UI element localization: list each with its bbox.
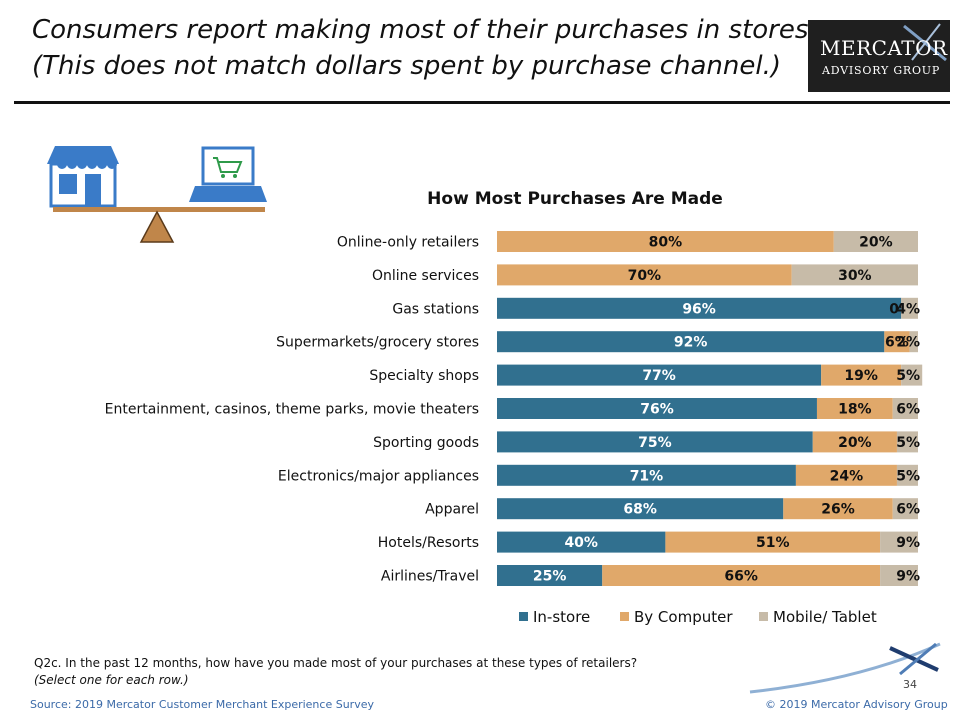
category-label: Gas stations [392,301,479,317]
page-number: 34 [903,678,917,691]
mercator-logo: MERCATOR ADVISORY GROUP [808,20,950,92]
category-label: Supermarkets/grocery stores [276,335,479,351]
bar-segment [497,364,822,386]
chart-title: How Most Purchases Are Made [427,189,723,209]
logo-x-mark-icon [903,23,947,62]
legend-swatch [620,612,629,621]
data-label: 71% [630,468,664,484]
data-label: 5% [896,468,920,484]
bar-segment [602,565,881,586]
bar-segment [880,531,918,553]
data-label: 70% [628,268,662,284]
copyright-note: © 2019 Mercator Advisory Group [765,698,948,711]
bar-segment [833,231,918,252]
data-label: 5% [896,368,920,384]
data-label: 30% [838,268,872,284]
data-label: 20% [859,235,893,251]
bar-segment [665,531,881,553]
category-label: Hotels/Resorts [378,535,479,551]
data-label: 5% [896,435,920,451]
bar-segment [892,398,918,419]
logo-wordmark: MERCATOR [820,36,948,60]
data-label: 80% [649,235,683,251]
category-label: Specialty shops [369,368,479,384]
legend-label: By Computer [634,608,733,626]
logo-subtitle: ADVISORY GROUP [822,64,941,77]
data-label: 24% [830,468,864,484]
data-label: 20% [838,435,872,451]
legend-swatch [759,612,768,621]
title-divider [14,101,950,104]
legend-swatch [519,612,528,621]
bar-segment [896,431,918,453]
title-line-1: Consumers report making most of their pu… [32,15,817,45]
bar-segment [909,331,918,353]
data-label: 75% [638,435,672,451]
data-label: 66% [724,569,758,585]
category-label: Sporting goods [373,435,479,451]
bar-segment [497,398,817,419]
data-label: 6% [885,335,909,351]
footnote-instruction: (Select one for each row.) [34,673,189,687]
category-label: Apparel [425,502,479,518]
purchase-channel-illustration [47,146,267,243]
source-note: Source: 2019 Mercator Customer Merchant … [30,698,374,711]
survey-question-footnote: Q2c. In the past 12 months, how have you… [34,655,637,689]
data-label: 92% [674,335,708,351]
bar-segment [791,264,918,286]
legend-label: Mobile/ Tablet [773,608,877,626]
bar-segment [812,431,897,453]
data-label: 9% [896,569,920,585]
data-label: 2% [896,335,920,351]
bar-segment [892,498,918,520]
data-label: 77% [642,368,676,384]
mercator-swoosh-icon [749,642,941,694]
slide-title: Consumers report making most of their pu… [32,12,817,84]
bar-segment [901,364,923,386]
data-label: 76% [640,402,674,418]
bar-segment [497,331,885,353]
bar-segment [497,531,666,553]
legend-label: In-store [533,608,590,626]
bar-segment [896,464,918,486]
bar-segment [497,498,784,520]
footnote-question: Q2c. In the past 12 months, how have you… [34,656,638,670]
data-label: 25% [533,569,567,585]
bar-segment [783,498,893,520]
category-label: Online services [372,268,479,284]
bar-segment [497,264,792,286]
data-label: 40% [564,535,598,551]
bar-segment [497,297,902,319]
bar-segment [901,297,918,319]
balance-scale-icon [53,207,265,243]
data-label: 19% [844,368,878,384]
data-label: 18% [838,402,872,418]
category-label: Entertainment, casinos, theme parks, mov… [105,402,479,418]
category-label: Online-only retailers [337,235,479,251]
bar-segment [497,565,603,586]
store-icon [47,146,119,208]
data-label: 6% [896,402,920,418]
bar-segment [884,331,910,353]
purchase-channel-chart: How Most Purchases Are Made Online-only r… [105,189,923,626]
data-label: 68% [623,502,657,518]
data-label: 96% [682,301,716,317]
data-label: 51% [756,535,790,551]
data-label: 6% [896,502,920,518]
bar-segment [795,464,897,486]
category-label: Airlines/Travel [381,569,479,585]
laptop-cart-icon [189,146,267,202]
data-label: 9% [896,535,920,551]
category-label: Electronics/major appliances [278,468,479,484]
title-line-2: (This does not match dollars spent by pu… [32,51,781,81]
bar-segment [497,231,834,252]
data-label: 4% [896,301,920,317]
bar-segment [821,364,902,386]
bar-segment [816,398,893,419]
bar-segment [880,565,918,586]
bar-segment [497,431,813,453]
bar-segment [497,464,796,486]
data-label: 26% [821,502,855,518]
